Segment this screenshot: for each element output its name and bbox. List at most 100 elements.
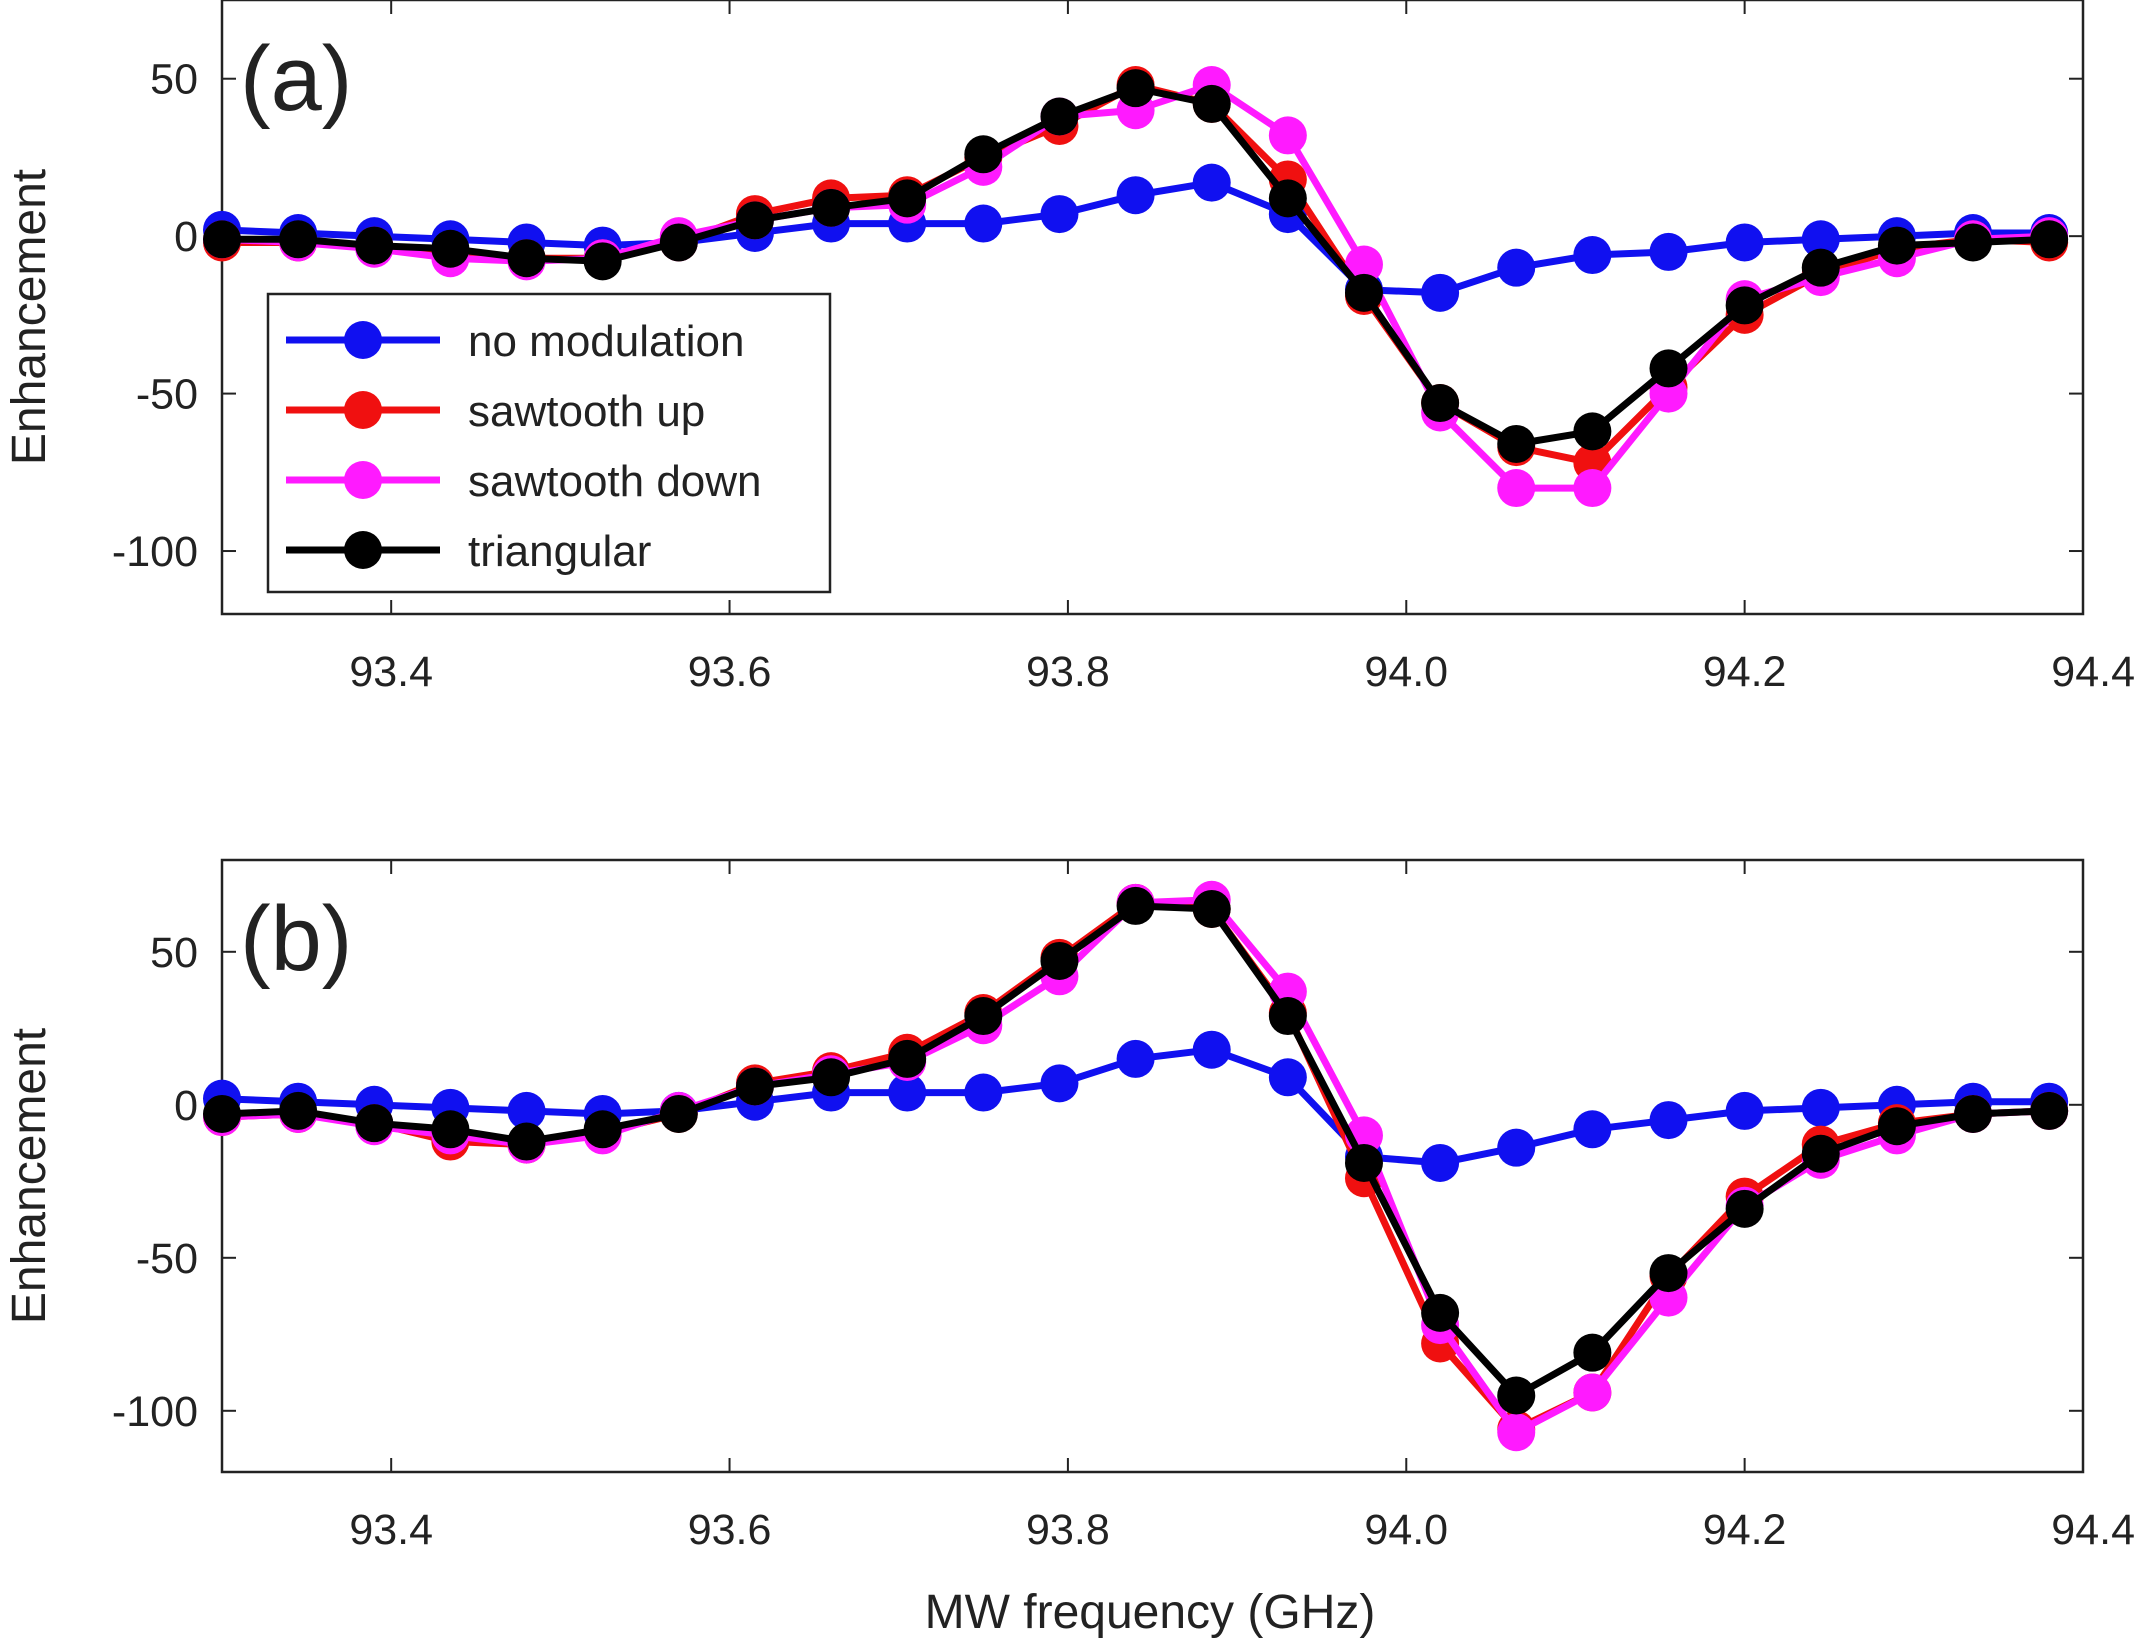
panel-b-point-no-modulation	[1116, 1039, 1155, 1078]
panel-a-point-no-modulation	[1192, 163, 1231, 202]
panel-b-point-no-modulation	[1573, 1110, 1612, 1149]
panel-b-series-triangular	[203, 886, 2069, 1415]
panel-a-point-triangular	[659, 223, 698, 262]
panel-a-point-triangular	[1954, 223, 1993, 262]
panel-b-point-no-modulation	[1801, 1088, 1840, 1127]
panel-b-y-tick-label: 50	[150, 929, 198, 977]
panel-b-point-no-modulation	[1192, 1030, 1231, 1069]
panel-b-point-triangular	[812, 1058, 851, 1097]
panel-a-point-no-modulation	[1497, 248, 1536, 287]
panel-b-point-sawtooth-down	[1497, 1413, 1536, 1452]
panel-a-point-triangular	[735, 201, 774, 240]
panel-b-y-tick-label: -100	[112, 1388, 198, 1436]
panel-a-point-triangular	[431, 229, 470, 268]
panel-b-point-triangular	[1421, 1293, 1460, 1332]
legend-swatch-marker	[344, 461, 382, 499]
panel-b-x-tick-label: 94.0	[1364, 1506, 1448, 1554]
panel-b-point-no-modulation	[888, 1073, 927, 1112]
panel-b-point-triangular	[964, 997, 1003, 1036]
panel-a-point-no-modulation	[1573, 236, 1612, 275]
panel-b-point-no-modulation	[1649, 1101, 1688, 1140]
panel-a-y-tick-label: 0	[174, 213, 198, 261]
panel-b-x-tick-label: 93.6	[688, 1506, 772, 1554]
panel-a-point-triangular	[1344, 273, 1383, 312]
panel-b-point-no-modulation	[1421, 1143, 1460, 1182]
panel-b-point-triangular	[735, 1067, 774, 1106]
legend-item: sawtooth up	[286, 387, 705, 436]
panel-a-point-no-modulation	[1649, 232, 1688, 271]
panel-b-x-tick-label: 94.2	[1703, 1506, 1787, 1554]
panel-a-point-no-modulation	[1421, 273, 1460, 312]
panel-a-y-axis-title: Enhancement	[3, 169, 56, 465]
panel-b-point-triangular	[1877, 1107, 1916, 1146]
panel-b-point-triangular	[355, 1104, 394, 1143]
panel-a-point-no-modulation	[1040, 195, 1079, 234]
panel-b-x-tick-label: 93.8	[1026, 1506, 1110, 1554]
panel-a-point-sawtooth-down	[1497, 469, 1536, 508]
panel-b-point-triangular	[507, 1122, 546, 1161]
panel-a-y-tick-label: -100	[112, 528, 198, 576]
panel-a-y-tick-label: 50	[150, 56, 198, 104]
panel-a-point-triangular	[1649, 349, 1688, 388]
panel-a-point-triangular	[1116, 69, 1155, 108]
legend-item: triangular	[286, 527, 651, 576]
legend-label: no modulation	[468, 317, 744, 366]
legend-item: sawtooth down	[286, 457, 762, 506]
panel-b-x-tick-label: 93.4	[349, 1506, 433, 1554]
panel-a-x-tick-label: 94.2	[1703, 648, 1787, 696]
panel-b-point-no-modulation	[1040, 1064, 1079, 1103]
panel-a-point-triangular	[888, 179, 927, 218]
panel-a-point-triangular	[1268, 179, 1307, 218]
panel-a-point-no-modulation	[1801, 220, 1840, 259]
panel-a-x-tick-label: 94.4	[2051, 648, 2135, 696]
panel-b-point-no-modulation	[1497, 1128, 1536, 1167]
panel-b-point-no-modulation	[964, 1073, 1003, 1112]
legend-swatch-marker	[344, 531, 382, 569]
panel-b-point-triangular	[1801, 1134, 1840, 1173]
panel-a-point-triangular	[1192, 84, 1231, 123]
panel-a-point-triangular	[1877, 226, 1916, 265]
legend-label: triangular	[468, 527, 651, 576]
panel-b-point-triangular	[888, 1039, 927, 1078]
panel-b-point-triangular	[431, 1110, 470, 1149]
panel-b-point-no-modulation	[1725, 1091, 1764, 1130]
panel-a-point-triangular	[2030, 220, 2069, 259]
panel-b-point-triangular	[1268, 997, 1307, 1036]
panel-b: 93.4 93.6 93.8 94.0 94.2 94.4 50 0 -50 -100 Enhanc…	[3, 858, 2135, 1554]
panel-a-point-triangular	[1725, 286, 1764, 325]
panel-a-point-no-modulation	[1116, 176, 1155, 215]
panel-a-point-sawtooth-down	[1344, 245, 1383, 284]
panel-b-point-triangular	[1497, 1376, 1536, 1415]
panel-a-series-triangular	[203, 69, 2069, 463]
panel-a-x-tick-label: 93.6	[688, 648, 772, 696]
panel-a-point-triangular	[964, 135, 1003, 174]
panel-b-point-triangular	[203, 1094, 241, 1133]
panel-b-label: (b)	[240, 888, 352, 990]
panel-b-point-no-modulation	[1268, 1058, 1307, 1097]
panel-b-point-triangular	[279, 1091, 318, 1130]
panel-a-point-no-modulation	[964, 204, 1003, 243]
panel-b-point-triangular	[1344, 1143, 1383, 1182]
panel-a-point-sawtooth-down	[1573, 469, 1612, 508]
panel-a-point-triangular	[279, 220, 318, 259]
panel-b-point-triangular	[583, 1110, 622, 1149]
panel-a-label: (a)	[240, 28, 352, 130]
x-axis-title: MW frequency (GHz)	[925, 1586, 1376, 1639]
legend-swatch-marker	[344, 321, 382, 359]
panel-b-point-sawtooth-down	[1573, 1373, 1612, 1412]
panel-b-point-triangular	[1725, 1189, 1764, 1228]
panel-b-y-axis-title: Enhancement	[3, 1028, 56, 1324]
panel-a-point-triangular	[583, 242, 622, 281]
panel-b-point-triangular	[1192, 889, 1231, 928]
panel-b-y-tick-label: -50	[136, 1235, 198, 1283]
panel-a-point-triangular	[812, 188, 851, 227]
panel-a-point-no-modulation	[1725, 223, 1764, 262]
panel-b-point-triangular	[1116, 886, 1155, 925]
panel-b-y-tick-label: 0	[174, 1082, 198, 1130]
panel-a-x-tick-label: 93.4	[349, 648, 433, 696]
panel-a-point-triangular	[1497, 424, 1536, 463]
panel-a-point-sawtooth-down	[1268, 116, 1307, 155]
legend-item: no modulation	[286, 317, 744, 366]
panel-b-point-triangular	[659, 1094, 698, 1133]
